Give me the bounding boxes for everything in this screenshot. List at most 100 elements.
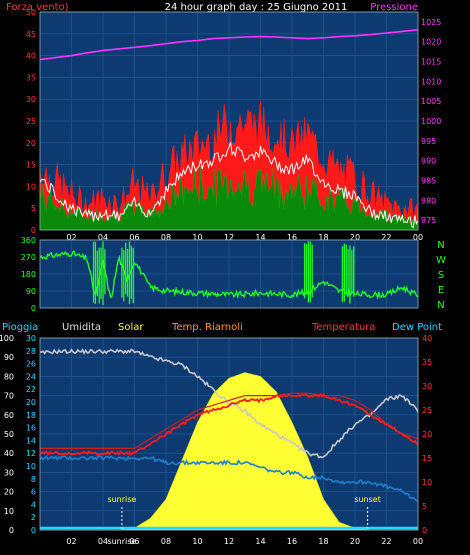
y-left-tick-label: 30: [4, 468, 14, 477]
y-right-tick-label: 25: [422, 406, 432, 415]
y-mid-tick-label: 30: [26, 334, 36, 343]
x-tick-label: 10: [192, 233, 202, 242]
y-tick-label: 180: [21, 270, 36, 279]
y-left-tick-label: 15: [26, 161, 36, 170]
wind-direction-frame: [39, 239, 419, 309]
temp-riarnoli-label: Temp. Riarnoli: [171, 322, 243, 333]
sunset-annotation: sunset: [354, 495, 381, 504]
y-left-tick-label: 10: [26, 182, 36, 191]
wind-pressure-frame: [39, 11, 419, 231]
y-left-tick-label: 40: [4, 449, 14, 458]
right-label: Pressione: [370, 2, 418, 13]
y-mid-tick-label: 12: [26, 449, 36, 458]
direction-label: N: [437, 240, 444, 251]
y-mid-tick-label: 24: [26, 372, 36, 381]
y-right-tick-label: 1000: [421, 117, 441, 126]
y-mid-tick-label: 0: [31, 526, 36, 535]
x-tick-label: 10: [192, 537, 202, 546]
x-tick-label: 14: [255, 537, 265, 546]
y-right-tick-label: 5: [422, 502, 427, 511]
y-left-tick-label: 50: [4, 430, 14, 439]
x-tick-label: 02: [66, 537, 76, 546]
x-tick-label: 20: [350, 233, 360, 242]
y-right-tick-label: 995: [421, 137, 436, 146]
y-mid-tick-label: 18: [26, 411, 36, 420]
y-right-tick-label: 40: [422, 334, 432, 343]
direction-label: S: [438, 270, 444, 281]
x-tick-label: 12: [224, 537, 234, 546]
y-left-tick-label: 10: [4, 507, 14, 516]
x-tick-label: 04: [98, 537, 108, 546]
sunrise-annotation: sunrise: [107, 495, 136, 504]
y-mid-tick-label: 16: [26, 424, 36, 433]
y-right-tick-label: 15: [422, 454, 432, 463]
y-right-tick-label: 1015: [421, 58, 441, 67]
direction-label: N: [437, 300, 444, 311]
y-left-tick-label: 20: [26, 139, 36, 148]
y-right-tick-label: 1005: [421, 97, 441, 106]
y-left-tick-label: 35: [26, 73, 36, 82]
dewpoint-label: Dew Point: [392, 322, 442, 333]
y-right-tick-label: 990: [421, 157, 436, 166]
y-left-tick-label: 80: [4, 372, 14, 381]
x-tick-label: 08: [161, 233, 171, 242]
temperature-series: [39, 348, 419, 531]
x-tick-label: 06: [129, 537, 139, 546]
wind-speed-series: [39, 142, 419, 229]
y-mid-tick-label: 8: [31, 475, 36, 484]
rain-label: Pioggia: [2, 322, 38, 333]
temperature-series: [39, 392, 419, 457]
y-left-tick-label: 50: [26, 8, 36, 17]
y-mid-tick-label: 22: [26, 385, 36, 394]
y-right-tick-label: 10: [422, 478, 432, 487]
pressure-series: [39, 29, 419, 61]
solar-label: Solar: [118, 322, 144, 333]
y-tick-label: 90: [26, 287, 36, 296]
x-tick-label: 22: [381, 233, 391, 242]
x-tick-label: 16: [287, 233, 297, 242]
y-right-tick-label: 20: [422, 430, 432, 439]
y-mid-tick-label: 10: [26, 462, 36, 471]
y-right-tick-label: 35: [422, 358, 432, 367]
y-right-tick-label: 975: [421, 216, 436, 225]
y-left-tick-label: 90: [4, 353, 14, 362]
x-tick-label: 22: [381, 537, 391, 546]
x-tick-label: 14: [255, 233, 265, 242]
x-tick-label: 20: [350, 537, 360, 546]
y-right-tick-label: 1020: [421, 38, 441, 47]
x-tick-label: 02: [66, 233, 76, 242]
x-tick-label: 16: [287, 537, 297, 546]
y-left-tick-label: 20: [4, 488, 14, 497]
y-mid-tick-label: 14: [26, 436, 36, 445]
y-tick-label: 360: [21, 236, 36, 245]
temperature-frame: [39, 337, 419, 531]
y-left-tick-label: 30: [26, 95, 36, 104]
x-tick-label: 18: [318, 537, 328, 546]
x-tick-label: 06: [129, 233, 139, 242]
x-tick-label: 04: [98, 233, 108, 242]
y-left-tick-label: 25: [26, 117, 36, 126]
y-left-tick-label: 40: [26, 52, 36, 61]
x-tick-label: 12: [224, 233, 234, 242]
y-right-tick-label: 30: [422, 382, 432, 391]
y-left-tick-label: 5: [31, 204, 36, 213]
dewpoint-series: [39, 455, 419, 503]
x-tick-label: 00: [413, 537, 423, 546]
wind-direction-series: [39, 241, 419, 305]
temperature-axes: 0102030405060708090100024681012141618202…: [0, 334, 432, 546]
x-tick-label: 18: [318, 233, 328, 242]
y-right-tick-label: 985: [421, 176, 436, 185]
y-tick-label: 0: [31, 304, 36, 313]
humidity-series: [40, 348, 419, 459]
y-left-tick-label: 70: [4, 392, 14, 401]
y-mid-tick-label: 2: [31, 513, 36, 522]
y-mid-tick-label: 26: [26, 360, 36, 369]
y-right-tick-label: 1010: [421, 77, 441, 86]
y-mid-tick-label: 28: [26, 347, 36, 356]
y-left-tick-label: 0: [9, 526, 14, 535]
page-title: 24 hour graph day : 25 Giugno 2011: [165, 2, 348, 13]
y-right-tick-label: 980: [421, 196, 436, 205]
direction-label: E: [438, 285, 444, 296]
